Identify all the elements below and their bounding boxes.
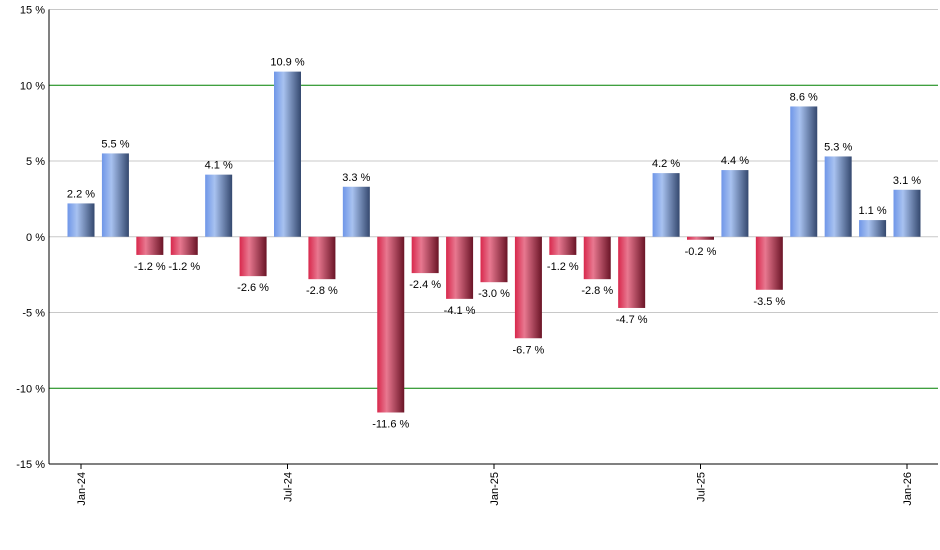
data-label: -2.4 %: [409, 279, 441, 291]
data-label: 4.4 %: [721, 155, 749, 167]
bar: [790, 106, 818, 237]
y-tick-label: 5 %: [26, 156, 45, 168]
bar: [205, 174, 233, 237]
x-tick-label: Jul-24: [283, 472, 295, 502]
data-label: -2.8 %: [581, 285, 613, 297]
data-label: 10.9 %: [270, 57, 304, 69]
bars: 2.2 %5.5 %-1.2 % -1.2 %4.1 %-2.6 %10.9 %-…: [67, 57, 921, 431]
data-label: -1.2 %: [168, 261, 200, 273]
axes: 15 % 10 % 5 % 0 % -5 % -10 % -15 % Jan-24 Jul-24…: [16, 5, 938, 506]
bar: [549, 236, 577, 255]
x-tick-label: Jan-26: [902, 472, 914, 506]
bar: [411, 236, 439, 274]
bar: [824, 156, 852, 237]
x-tick-label: Jul-25: [696, 472, 708, 502]
data-label: -6.7 %: [513, 344, 545, 356]
y-tick-label: -15 %: [16, 459, 45, 471]
data-label: -2.6 %: [237, 282, 269, 294]
bar: [446, 236, 474, 299]
data-label: 4.1 %: [205, 160, 233, 172]
bar: [170, 236, 198, 255]
bar: [721, 170, 749, 237]
bar: [652, 173, 680, 237]
data-label: -11.6 %: [372, 418, 409, 430]
x-tick-label: Jan-25: [489, 472, 501, 506]
data-label: 4.2 %: [652, 158, 680, 170]
data-label: -4.1 %: [444, 305, 476, 317]
data-label: 5.3 %: [824, 141, 852, 153]
bar: [377, 236, 405, 413]
data-label: -4.7 %: [616, 314, 648, 326]
y-tick-label: -10 %: [16, 383, 45, 395]
bar: [514, 236, 542, 339]
bar: [893, 189, 921, 237]
bar: [755, 236, 783, 290]
data-label: 1.1 %: [859, 205, 887, 217]
data-label: 8.6 %: [790, 91, 818, 103]
data-label: -3.0 %: [478, 288, 510, 300]
bar: [274, 71, 301, 237]
data-label: -2.8 %: [306, 285, 338, 297]
data-label: -1.2 %: [134, 261, 166, 273]
bar: [239, 236, 267, 277]
x-tick-label: Jan-24: [76, 472, 88, 506]
bar: [101, 153, 129, 237]
y-tick-label: -5 %: [22, 308, 45, 320]
bar: [308, 236, 336, 280]
bar: [480, 236, 508, 283]
data-label: -1.2 %: [547, 261, 579, 273]
data-label: 3.1 %: [893, 175, 921, 187]
bar: [67, 203, 95, 237]
y-tick-label: 15 %: [20, 5, 45, 17]
bar: [618, 236, 646, 308]
bar: [136, 236, 164, 255]
data-label: 2.2 %: [67, 188, 95, 200]
bar: [583, 236, 611, 280]
data-label: 5.5 %: [101, 138, 129, 150]
bar: [342, 186, 370, 237]
bar: [687, 236, 714, 240]
data-label: 3.3 %: [342, 172, 370, 184]
bar: [859, 220, 887, 237]
y-tick-label: 10 %: [20, 80, 45, 92]
data-label: -0.2 %: [685, 246, 717, 258]
y-tick-label: 0 %: [26, 232, 45, 244]
data-label: -3.5 %: [753, 296, 785, 308]
